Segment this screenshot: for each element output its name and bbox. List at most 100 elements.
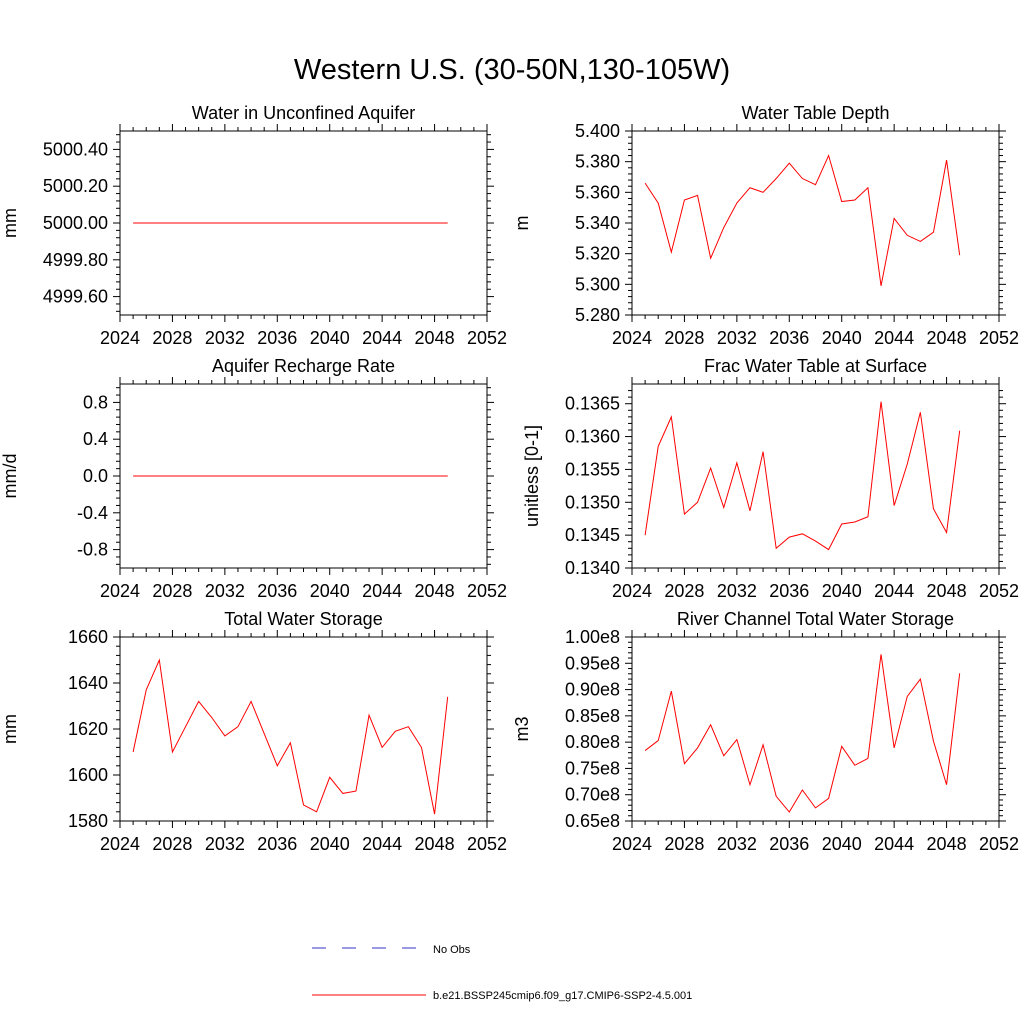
- y-tick-label: 5.300: [575, 274, 620, 294]
- chart-panel-4: Frac Water Table at Surface unitless [0-1…: [522, 356, 1019, 601]
- chart-panel-1: Water in Unconfined Aquifer mm 2024 2028 203…: [0, 103, 507, 348]
- chart-panel-2: Water Table Depth m 2024 2028 2032 2036 2040 20…: [512, 103, 1019, 348]
- x-tick-label: 2032: [717, 834, 757, 854]
- x-tick-label: 2048: [927, 581, 967, 601]
- x-tick-label: 2036: [257, 328, 297, 348]
- x-tick-label: 2052: [467, 328, 507, 348]
- y-tick-label: 5000.00: [43, 213, 108, 233]
- series-line: [644, 154, 961, 286]
- x-tick-label: 2052: [979, 328, 1019, 348]
- x-tick-label: 2028: [152, 834, 192, 854]
- figure-title: Western U.S. (30-50N,130-105W): [293, 54, 731, 86]
- y-tick-label: 1580: [68, 811, 108, 831]
- x-tick-label: 2044: [874, 834, 914, 854]
- x-tick-label: 2052: [979, 834, 1019, 854]
- x-tick-label: 2044: [874, 581, 914, 601]
- x-tick-label: 2040: [310, 328, 350, 348]
- chart-panels: Water in Unconfined Aquifer mm 2024 2028 203…: [0, 103, 1019, 854]
- y-tick-label: 4999.60: [43, 287, 108, 307]
- y-tick-label: -0.8: [77, 540, 108, 560]
- y-tick-label: 1600: [68, 765, 108, 785]
- y-tick-label: 5.340: [575, 213, 620, 233]
- x-tick-label: 2040: [310, 581, 350, 601]
- x-tick-label: 2032: [717, 328, 757, 348]
- x-tick-label: 2024: [612, 581, 652, 601]
- y-tick-label: 4999.80: [43, 250, 108, 270]
- x-tick-label: 2032: [717, 581, 757, 601]
- y-axis-label: mm: [0, 208, 20, 238]
- x-tick-label: 2028: [152, 581, 192, 601]
- y-tick-label: 0.85e8: [565, 706, 620, 726]
- y-tick-label: 0.0: [83, 466, 108, 486]
- chart-title: Water Table Depth: [741, 103, 889, 123]
- y-axis-label: unitless [0-1]: [522, 425, 542, 527]
- x-tick-label: 2044: [362, 328, 402, 348]
- y-tick-label: 0.1345: [565, 525, 620, 545]
- x-tick-label: 2028: [664, 328, 704, 348]
- x-tick-label: 2048: [927, 328, 967, 348]
- plot-frame: [631, 383, 1000, 569]
- x-tick-label: 2052: [979, 581, 1019, 601]
- x-tick-label: 2024: [612, 328, 652, 348]
- y-tick-label: 5000.40: [43, 139, 108, 159]
- y-tick-label: 0.1360: [565, 427, 620, 447]
- chart-title: Total Water Storage: [224, 609, 382, 629]
- x-tick-label: 2036: [257, 834, 297, 854]
- y-tick-label: 1660: [68, 627, 108, 647]
- y-axis-label: mm: [0, 714, 20, 744]
- y-tick-label: -0.4: [77, 503, 108, 523]
- y-tick-label: 0.1340: [565, 558, 620, 578]
- x-tick-label: 2048: [415, 581, 455, 601]
- y-tick-label: 0.95e8: [565, 653, 620, 673]
- x-tick-label: 2040: [822, 328, 862, 348]
- x-tick-label: 2048: [415, 328, 455, 348]
- x-tick-label: 2044: [874, 328, 914, 348]
- x-tick-label: 2036: [769, 581, 809, 601]
- chart-title: Frac Water Table at Surface: [704, 356, 927, 376]
- x-tick-label: 2032: [205, 328, 245, 348]
- x-tick-label: 2024: [100, 328, 140, 348]
- series-line: [644, 654, 961, 813]
- y-tick-label: 5.320: [575, 244, 620, 264]
- y-tick-label: 1620: [68, 719, 108, 739]
- legend-model-label: b.e21.BSSP245cmip6.f09_g17.CMIP6-SSP2-4.…: [433, 990, 692, 1002]
- chart-panel-5: Total Water Storage mm 2024 2028 2032 2036 204…: [0, 609, 507, 854]
- x-tick-label: 2052: [467, 581, 507, 601]
- plot-frame: [631, 636, 1000, 822]
- x-tick-label: 2032: [205, 581, 245, 601]
- x-tick-label: 2048: [927, 834, 967, 854]
- x-tick-label: 2044: [362, 834, 402, 854]
- x-tick-label: 2028: [664, 581, 704, 601]
- y-tick-label: 0.75e8: [565, 758, 620, 778]
- x-tick-label: 2032: [205, 834, 245, 854]
- plot-frame: [631, 130, 1000, 316]
- y-tick-label: 0.90e8: [565, 680, 620, 700]
- legend: No Obs b.e21.BSSP245cmip6.f09_g17.CMIP6-…: [312, 944, 692, 1002]
- y-tick-label: 1640: [68, 673, 108, 693]
- plot-frame: [119, 636, 488, 822]
- y-tick-label: 0.70e8: [565, 785, 620, 805]
- x-tick-label: 2024: [612, 834, 652, 854]
- x-tick-label: 2048: [415, 834, 455, 854]
- y-axis-label: m3: [512, 716, 532, 741]
- x-tick-label: 2040: [822, 581, 862, 601]
- x-tick-label: 2036: [769, 328, 809, 348]
- chart-panel-6: River Channel Total Water Storage m3 2024 2…: [512, 609, 1019, 854]
- y-tick-label: 0.1365: [565, 394, 620, 414]
- series-line: [644, 401, 961, 551]
- series-line: [132, 658, 449, 815]
- chart-panel-3: Aquifer Recharge Rate mm/d 2024 2028 2032 203…: [0, 356, 507, 601]
- y-tick-label: 5000.20: [43, 176, 108, 196]
- y-axis-label: m: [512, 216, 532, 231]
- y-tick-label: 1.00e8: [565, 627, 620, 647]
- legend-obs-label: No Obs: [433, 944, 471, 956]
- x-tick-label: 2036: [257, 581, 297, 601]
- x-tick-label: 2040: [310, 834, 350, 854]
- chart-title: Water in Unconfined Aquifer: [192, 103, 415, 123]
- y-tick-label: 0.65e8: [565, 811, 620, 831]
- y-tick-label: 0.1355: [565, 459, 620, 479]
- x-tick-label: 2040: [822, 834, 862, 854]
- x-tick-label: 2044: [362, 581, 402, 601]
- x-tick-label: 2052: [467, 834, 507, 854]
